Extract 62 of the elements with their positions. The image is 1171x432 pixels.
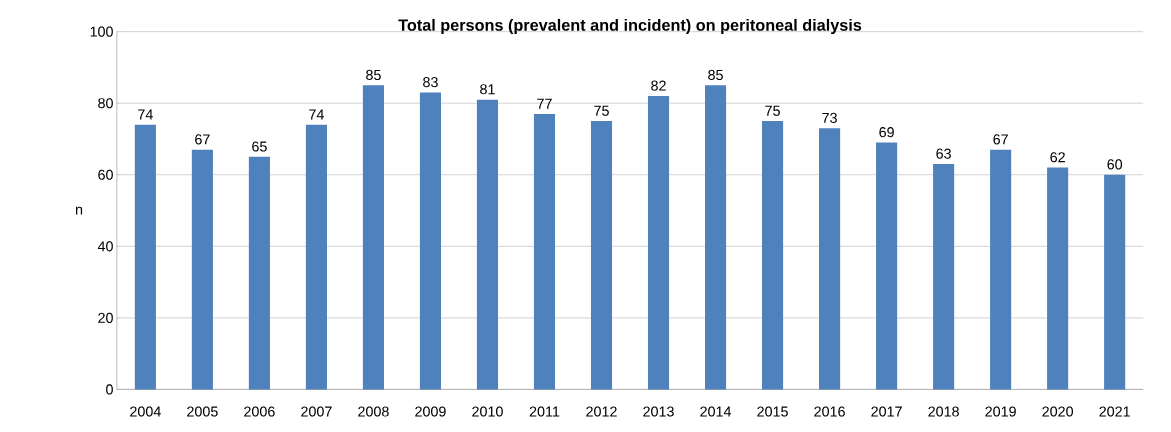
data-label: 67 [993,134,1008,145]
x-tick-label: 2008 [358,406,389,417]
data-label: 74 [138,109,153,120]
bar [819,128,841,390]
bar [590,121,613,390]
x-tick-label: 2016 [814,406,845,417]
bar [533,114,556,390]
bar [362,85,384,390]
data-label: 85 [708,70,723,81]
x-tick-label: 2010 [472,406,503,417]
data-label: 67 [195,134,210,145]
bar [134,124,156,390]
x-tick-label: 2014 [700,406,732,417]
bar [419,92,442,390]
bar [191,149,213,390]
data-label: 83 [423,77,438,88]
chart-title: Total persons (prevalent and incident) on peritoneal dialysis [398,19,862,35]
y-tick-label: 60 [98,169,113,181]
y-tick-label: 40 [97,241,113,252]
x-tick-label: 2019 [985,406,1016,417]
x-tick-label: 2017 [871,406,902,417]
x-tick-label: 2012 [586,406,617,417]
x-tick-label: 2021 [1099,406,1130,417]
x-tick-label: 2011 [529,406,560,417]
y-tick-label: 80 [98,98,113,109]
bar [1104,174,1126,390]
bar [990,149,1012,390]
y-tick-label: 20 [98,312,113,324]
data-label: 74 [309,109,324,120]
bar [248,157,270,390]
x-tick-label: 2006 [244,406,275,417]
bar [305,124,327,390]
x-tick-label: 2018 [928,406,959,417]
data-label: 75 [594,105,609,116]
data-label: 60 [1107,159,1123,170]
bar [704,85,727,390]
y-tick-label: 100 [90,26,113,37]
data-label: 82 [651,80,666,91]
bar [476,99,499,390]
data-label: 63 [936,148,951,159]
y-tick-label: 0 [106,384,113,395]
data-label: 69 [879,127,894,138]
x-tick-label: 2013 [643,406,674,417]
data-label: 81 [480,84,495,95]
x-tick-label: 2020 [1042,406,1074,417]
data-label: 77 [537,98,552,109]
x-tick-label: 2004 [130,406,161,417]
bar [647,96,670,390]
bar [933,164,955,390]
bar [876,142,898,390]
data-label: 75 [765,105,780,116]
x-tick-label: 2005 [187,406,218,417]
bar [762,121,784,390]
data-label: 65 [252,141,267,152]
x-tick-label: 2015 [757,406,788,417]
bar [1047,167,1069,390]
data-label: 62 [1050,152,1065,163]
x-tick-label: 2007 [301,406,332,417]
y-axis-title: n [75,206,83,215]
data-label: 85 [366,70,381,81]
x-tick-label: 2009 [415,406,446,417]
data-label: 73 [822,112,837,124]
